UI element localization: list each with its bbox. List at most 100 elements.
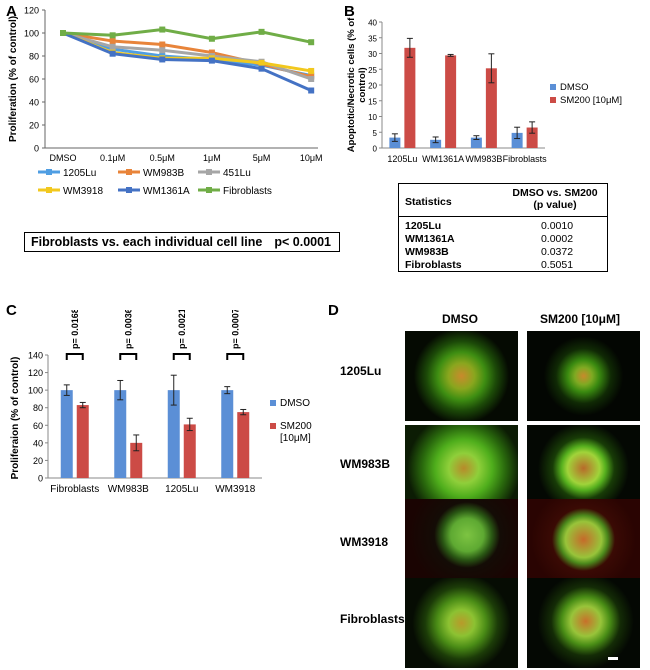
data-point — [159, 56, 166, 63]
y-tick-label: 40 — [368, 19, 377, 28]
bar-sm200 — [485, 68, 497, 148]
chart-a-line-proliferation: 0 20 40 60 80 100 120 DMSO 0.1μM 0.5μM 1μM 5μM 10μM P… — [8, 6, 323, 198]
stats-row-value: 0.0010 — [540, 220, 574, 232]
series-line-wm1361a — [62, 31, 312, 92]
y-tick-label: 140 — [28, 351, 43, 361]
y-tick-label: 0 — [373, 145, 378, 154]
x-tick-label: 1205Lu — [387, 154, 417, 164]
x-tick-label: 1μM — [203, 153, 221, 163]
y-tick-label: 25 — [368, 66, 377, 75]
stats-divider — [399, 216, 607, 217]
data-point — [159, 47, 166, 54]
legend-label: WM983B — [143, 168, 184, 179]
y-tick-label: 0 — [38, 474, 43, 484]
panel-d-row-label: 1205Lu — [340, 364, 382, 378]
x-tick-label: 1205Lu — [165, 484, 198, 495]
y-tick-label: 35 — [368, 34, 377, 43]
micrograph-fibroblasts-sm200 — [527, 578, 640, 668]
data-point — [208, 57, 215, 64]
y-tick-label: 120 — [24, 6, 39, 16]
y-tick-label: 120 — [28, 368, 43, 378]
stats-row-name: WM1361A — [405, 233, 455, 245]
bar-dmso — [114, 390, 127, 478]
legend-marker — [206, 169, 212, 175]
stats-row-name: WM983B — [405, 246, 449, 258]
legend-swatch-sm200 — [270, 423, 276, 429]
x-tick-label: 0.1μM — [100, 153, 125, 163]
micrograph-1205lu-dmso — [405, 331, 518, 421]
data-point — [258, 28, 265, 35]
bar-sm200 — [130, 442, 143, 478]
statistics-table: Statistics DMSO vs. SM200 (p value) 1205… — [398, 183, 608, 272]
micrograph-fibroblasts-dmso — [405, 578, 518, 668]
y-axis-label: control) — [357, 67, 368, 102]
x-tick-label: WM983B — [108, 484, 149, 495]
panel-d-col-sm200: SM200 [10μM] — [539, 312, 621, 326]
legend-marker — [46, 187, 52, 193]
data-point — [109, 32, 116, 39]
y-tick-label: 100 — [24, 29, 39, 39]
legend-label: Fibroblasts — [223, 186, 272, 197]
pvalue-label: p= 0.0036 — [123, 310, 133, 349]
bar-dmso — [167, 390, 180, 478]
data-point — [159, 41, 166, 48]
significance-bracket — [172, 353, 191, 360]
data-point — [308, 67, 315, 74]
y-tick-label: 60 — [29, 75, 39, 85]
pvalue-label: p= 0.0168 — [70, 310, 80, 349]
x-tick-label: Fibroblasts — [50, 484, 99, 495]
data-point — [159, 26, 166, 33]
legend-label-dmso: DMSO — [560, 82, 589, 93]
bar-sm200 — [445, 55, 457, 148]
legend-label: 1205Lu — [63, 168, 96, 179]
y-tick-label: 20 — [33, 456, 43, 466]
panel-d-row-label: Fibroblasts — [340, 612, 405, 626]
y-tick-label: 30 — [368, 50, 377, 59]
stats-row-value: 0.5051 — [540, 259, 574, 271]
significance-bracket — [226, 353, 245, 360]
legend-label: WM3918 — [63, 186, 103, 197]
legend-marker — [206, 187, 212, 193]
panel-letter-c: C — [6, 302, 17, 319]
data-point — [109, 43, 116, 50]
panel-d-row-label: WM983B — [340, 457, 391, 471]
y-axis-label: Proliferation (% of control) — [8, 16, 19, 142]
y-tick-label: 40 — [29, 98, 39, 108]
legend-label-sm200: SM200 — [280, 421, 312, 432]
series-line-fibroblasts — [62, 28, 312, 44]
pvalue-box-label: Fibroblasts vs. each individual cell lin… — [31, 235, 263, 249]
y-tick-label: 40 — [33, 438, 43, 448]
legend-label-sm200: SM200 [10μM] — [560, 95, 622, 106]
stats-header-comparison: DMSO vs. SM200 (p value) — [507, 187, 603, 211]
legend-marker — [126, 169, 132, 175]
x-tick-label: 5μM — [253, 153, 271, 163]
y-axis-label: Proliferaion (% of control) — [10, 357, 21, 480]
y-tick-label: 10 — [368, 113, 377, 122]
micrograph-wm3918-dmso — [405, 499, 518, 589]
chart-c-bar-proliferation: 0 20 40 60 80 100 120 140 Fibroblasts WM983B 1205L… — [10, 310, 312, 495]
bar-dmso — [511, 132, 523, 148]
panel-letter-b: B — [344, 3, 355, 20]
legend-label: 451Lu — [223, 168, 251, 179]
bar-dmso — [430, 139, 442, 148]
y-axis-label: Apoptotic/Necrotic cells (% of — [346, 17, 357, 152]
data-point — [208, 49, 215, 56]
bar-dmso — [470, 137, 482, 148]
y-tick-label: 20 — [29, 121, 39, 131]
legend-label-dmso: DMSO — [280, 398, 310, 409]
bar-dmso — [60, 390, 73, 478]
chart-b-bar-apoptosis: 0 5 10 15 20 25 30 35 40 1205Lu WM1361A WM983B Fibro… — [346, 17, 622, 164]
x-tick-label: WM3918 — [215, 484, 255, 495]
bar-sm200 — [526, 127, 538, 148]
stats-row-value: 0.0002 — [540, 233, 574, 245]
data-point — [208, 35, 215, 42]
bar-dmso — [221, 390, 234, 478]
data-point — [258, 59, 265, 66]
legend-swatch-dmso — [270, 400, 276, 406]
legend-label-sm200-dose: [10μM] — [280, 433, 311, 444]
micrograph-1205lu-sm200 — [527, 331, 640, 421]
stats-header-comparison-line2: (p value) — [533, 199, 577, 211]
data-point — [258, 65, 265, 72]
x-tick-label: 0.5μM — [150, 153, 175, 163]
micrograph-wm3918-sm200 — [527, 499, 640, 589]
